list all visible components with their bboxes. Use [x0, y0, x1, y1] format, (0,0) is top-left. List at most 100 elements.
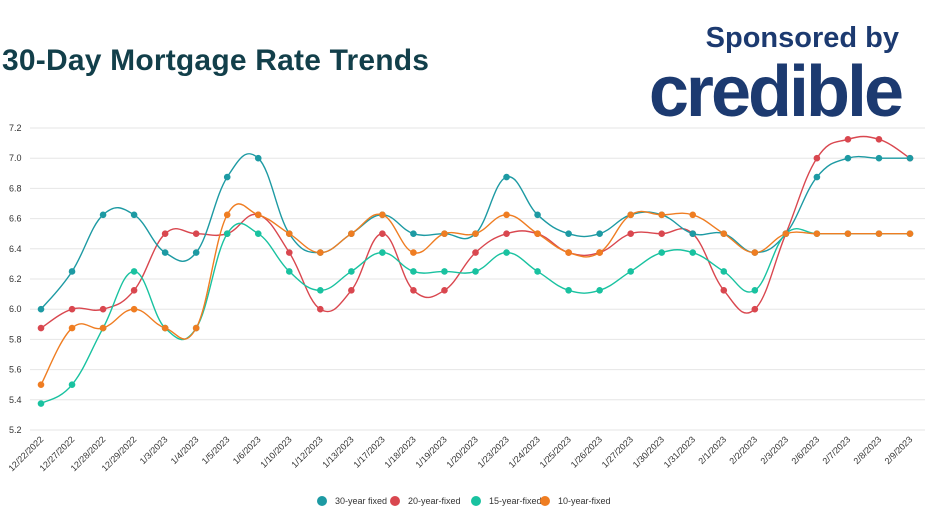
data-point [503, 249, 510, 256]
data-point [689, 211, 697, 219]
data-point [503, 173, 510, 181]
data-point [99, 305, 107, 313]
series-line [40, 222, 910, 405]
data-point [68, 305, 76, 313]
legend-label: 10-year-fixed [558, 496, 611, 506]
data-point [254, 211, 262, 219]
data-point [813, 154, 821, 162]
data-point [223, 230, 231, 237]
data-point [813, 230, 821, 237]
data-point [720, 287, 728, 294]
data-point [751, 249, 759, 256]
data-point [223, 173, 231, 181]
data-point [875, 230, 883, 237]
data-point [720, 268, 728, 275]
grid-lines [30, 127, 925, 431]
data-point [534, 230, 541, 237]
data-point [441, 287, 448, 294]
data-point [192, 230, 200, 237]
y-axis-ticks: 7.2 7.0 6.8 6.6 6.4 6.2 6.0 5.8 5.6 5.4 5.2 [9, 123, 22, 435]
x-tick-label: 1/31/2023 [662, 434, 697, 469]
legend-label: 30-year fixed [335, 496, 387, 506]
legend-item[interactable]: 10-year-fixed [540, 496, 611, 506]
data-point [68, 381, 76, 389]
x-tick-label: 2/3/2023 [758, 434, 790, 466]
x-tick-label: 2/6/2023 [789, 434, 821, 466]
data-point [658, 230, 666, 237]
data-point [596, 249, 603, 256]
data-point [658, 211, 666, 219]
series-points [37, 136, 914, 407]
brand-logo: credible [648, 52, 904, 132]
data-point [317, 287, 324, 294]
x-tick-label: 1/19/2023 [413, 434, 448, 469]
data-point [596, 287, 603, 294]
data-point [410, 268, 417, 275]
legend-marker [540, 496, 550, 506]
data-point [161, 230, 169, 237]
legend-label: 15-year-fixed [489, 496, 542, 506]
chart-title: 30-Day Mortgage Rate Trends [2, 44, 430, 77]
data-point [410, 249, 417, 256]
x-tick-label: 1/4/2023 [169, 434, 201, 466]
y-tick-label: 7.2 [9, 123, 22, 133]
data-point [844, 230, 852, 237]
x-tick-label: 1/20/2023 [445, 434, 480, 469]
x-tick-label: 1/24/2023 [507, 434, 542, 469]
legend-item[interactable]: 20-year-fixed [390, 496, 461, 506]
data-point [223, 211, 231, 219]
data-point [379, 211, 386, 219]
y-tick-label: 6.6 [9, 214, 22, 224]
x-tick-label: 2/9/2023 [883, 434, 915, 466]
legend[interactable]: 30-year fixed 20-year-fixed 15-year-fixed 1… [317, 496, 611, 506]
legend-marker [390, 496, 400, 506]
y-tick-label: 7.0 [9, 153, 22, 163]
x-tick-label: 1/17/2023 [351, 434, 386, 469]
y-tick-label: 6.2 [9, 274, 22, 284]
data-point [844, 136, 852, 143]
data-point [317, 249, 324, 256]
y-tick-label: 5.8 [9, 334, 22, 344]
data-point [565, 287, 572, 294]
data-point [99, 324, 107, 332]
series-line [40, 203, 910, 386]
legend-item[interactable]: 15-year-fixed [471, 496, 542, 506]
data-point [503, 211, 510, 219]
x-tick-label: 1/23/2023 [476, 434, 511, 469]
y-tick-label: 6.4 [9, 244, 22, 254]
x-tick-label: 2/7/2023 [820, 434, 852, 466]
legend-item[interactable]: 30-year fixed [317, 496, 387, 506]
data-point [472, 230, 479, 237]
legend-marker [317, 496, 327, 506]
data-point [37, 400, 45, 407]
x-tick-label: 1/30/2023 [631, 434, 666, 469]
data-point [254, 154, 262, 162]
y-tick-label: 5.2 [9, 425, 22, 435]
x-tick-label: 1/3/2023 [138, 434, 170, 466]
data-point [379, 249, 386, 256]
legend-label: 20-year-fixed [408, 496, 461, 506]
data-point [37, 324, 45, 332]
data-point [534, 211, 541, 219]
data-point [161, 324, 169, 332]
data-point [906, 154, 914, 162]
sponsor-label: Sponsored by [705, 22, 899, 54]
data-point [813, 173, 821, 181]
data-point [410, 230, 417, 237]
x-tick-label: 2/1/2023 [696, 434, 728, 466]
x-tick-label: 1/6/2023 [231, 434, 263, 466]
data-point [37, 305, 45, 313]
data-point [441, 230, 448, 237]
x-tick-label: 1/27/2023 [600, 434, 635, 469]
x-tick-label: 1/5/2023 [200, 434, 232, 466]
data-point [130, 305, 138, 313]
data-point [751, 305, 759, 313]
data-point [875, 136, 883, 143]
x-tick-label: 1/25/2023 [538, 434, 573, 469]
data-point [658, 249, 666, 256]
data-point [906, 230, 914, 237]
x-tick-label: 1/18/2023 [382, 434, 417, 469]
data-point [285, 268, 293, 275]
data-point [565, 230, 572, 237]
data-point [627, 211, 634, 219]
